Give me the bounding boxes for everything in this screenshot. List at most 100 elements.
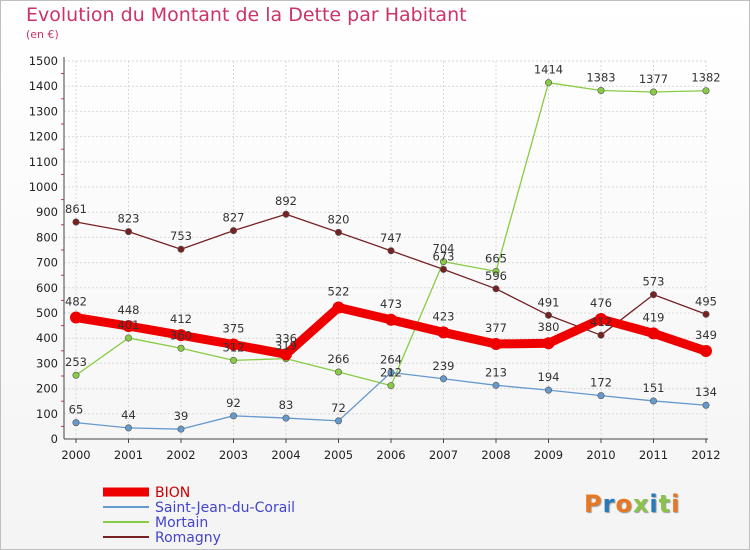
point-bion	[280, 348, 292, 361]
data-label-mortain: 253	[65, 355, 87, 369]
data-label-bion: 482	[65, 295, 87, 309]
data-label-mortain: 665	[485, 251, 507, 265]
point-mortain	[177, 344, 185, 352]
data-label-saint-jean-du-corail: 72	[331, 401, 346, 415]
point-mortain	[125, 334, 133, 342]
chart-subtitle: (en €)	[26, 28, 59, 41]
data-label-bion: 412	[170, 312, 192, 326]
y-tick-label: 500	[36, 306, 58, 320]
y-tick-label: 700	[36, 256, 58, 270]
data-label-romagny: 823	[118, 212, 140, 226]
y-tick-label: 100	[36, 407, 58, 421]
y-tick-label: 1000	[29, 180, 58, 194]
data-label-saint-jean-du-corail: 151	[643, 381, 665, 395]
point-saint-jean-du-corail	[72, 419, 80, 427]
y-tick-label: 800	[36, 230, 58, 244]
point-bion	[647, 327, 660, 340]
point-mortain	[649, 88, 657, 96]
y-tick-label: 1300	[29, 104, 58, 118]
point-bion	[595, 313, 607, 326]
point-bion	[70, 311, 82, 324]
point-romagny	[334, 228, 342, 236]
point-romagny	[177, 245, 185, 253]
data-label-saint-jean-du-corail: 213	[485, 365, 507, 379]
point-bion	[542, 337, 555, 350]
x-tick-label: 2010	[586, 448, 615, 462]
point-mortain	[702, 87, 710, 95]
grid-lines	[64, 60, 708, 440]
point-saint-jean-du-corail	[230, 412, 238, 420]
data-label-mortain: 1377	[639, 72, 668, 86]
data-label-bion: 349	[695, 328, 717, 342]
point-romagny	[597, 331, 605, 339]
data-label-mortain: 312	[223, 340, 245, 354]
x-tick-label: 2009	[534, 448, 563, 462]
data-label-bion: 448	[118, 303, 140, 317]
point-romagny	[282, 210, 290, 218]
data-label-romagny: 491	[538, 295, 560, 309]
y-tick-label: 0	[51, 432, 58, 446]
data-label-saint-jean-du-corail: 239	[433, 359, 455, 373]
point-saint-jean-du-corail	[597, 392, 605, 400]
data-label-bion: 375	[223, 322, 245, 336]
point-saint-jean-du-corail	[334, 417, 342, 425]
logo-letter: P	[584, 490, 603, 518]
data-label-romagny: 596	[485, 269, 507, 283]
data-label-bion: 522	[328, 284, 350, 298]
data-label-bion: 377	[485, 321, 507, 335]
series-points	[70, 79, 712, 433]
data-labels: 482 448 412 375 336 522 473 423 377 380 476 419 349 6…	[65, 63, 721, 424]
legend-label-romagny: Romagny	[155, 530, 221, 546]
point-bion	[490, 337, 502, 350]
data-label-romagny: 753	[170, 229, 192, 243]
point-mortain	[334, 368, 342, 376]
y-tick-label: 1100	[29, 155, 58, 169]
y-tick-label: 200	[36, 382, 58, 396]
y-tick-label: 300	[36, 356, 58, 370]
legend-label-saint-jean-du-corail: Saint-Jean-du-Corail	[155, 500, 295, 516]
legend-label-mortain: Mortain	[155, 515, 208, 531]
data-label-saint-jean-du-corail: 92	[226, 396, 241, 410]
x-tick-label: 2001	[114, 448, 143, 462]
data-label-romagny: 747	[380, 231, 402, 245]
point-saint-jean-du-corail	[544, 386, 552, 394]
point-saint-jean-du-corail	[439, 375, 447, 383]
point-mortain	[72, 371, 80, 379]
data-label-romagny: 573	[643, 275, 665, 289]
data-label-saint-jean-du-corail: 44	[121, 408, 136, 422]
point-mortain	[492, 267, 500, 275]
axes: 0 100 200 300 400 500 600 700 800 900 1000 1100 1200…	[29, 54, 721, 462]
data-label-romagny: 820	[328, 212, 350, 226]
point-romagny	[544, 311, 552, 319]
x-tick-label: 2012	[691, 448, 720, 462]
y-tick-label: 1200	[29, 130, 58, 144]
logo-letter: o	[615, 490, 633, 518]
logo-letter: i	[671, 490, 681, 518]
y-tick-label: 1400	[29, 79, 58, 93]
point-saint-jean-du-corail	[387, 368, 395, 376]
data-label-saint-jean-du-corail: 83	[279, 398, 294, 412]
data-label-mortain: 266	[328, 352, 350, 366]
logo-letter: i	[649, 490, 659, 518]
data-label-saint-jean-du-corail: 39	[174, 409, 189, 423]
point-mortain	[544, 79, 552, 87]
data-label-mortain: 704	[433, 242, 455, 256]
point-mortain	[387, 382, 395, 390]
data-label-saint-jean-du-corail: 264	[380, 352, 402, 366]
data-label-bion: 380	[538, 320, 560, 334]
data-label-romagny: 495	[695, 294, 717, 308]
data-label-bion: 336	[275, 331, 297, 345]
point-romagny	[125, 228, 133, 236]
point-romagny	[439, 265, 447, 273]
data-label-romagny: 673	[433, 249, 455, 263]
data-label-bion: 476	[590, 296, 612, 310]
point-bion	[700, 345, 712, 358]
data-label-mortain: 1383	[586, 70, 615, 84]
point-bion	[227, 338, 240, 351]
point-romagny	[230, 227, 238, 235]
point-saint-jean-du-corail	[177, 425, 185, 433]
point-bion	[385, 313, 397, 326]
chart-title: Evolution du Montant de la Dette par Hab…	[26, 4, 467, 26]
